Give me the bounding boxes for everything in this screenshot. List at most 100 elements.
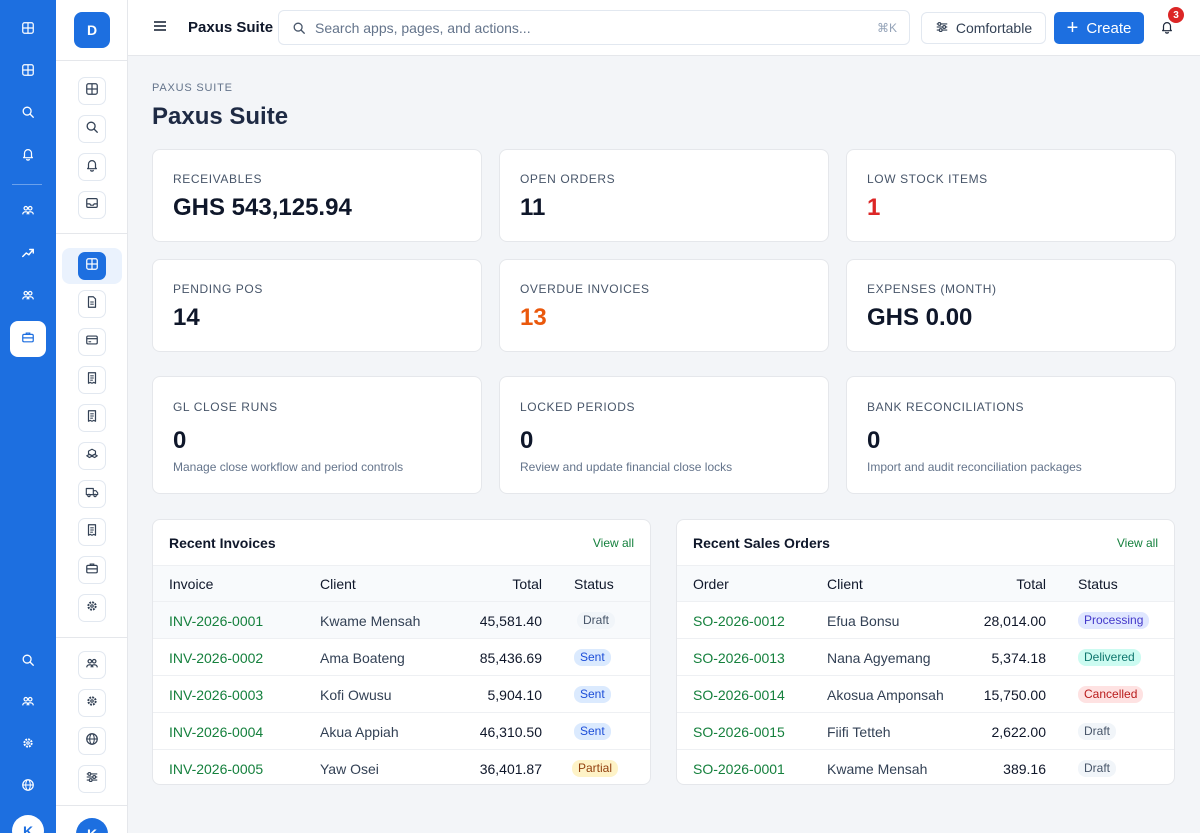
module-sidebar: D K <box>56 0 128 833</box>
rail-contacts-button[interactable] <box>10 194 46 230</box>
rail-bottom-users-button[interactable] <box>10 685 46 721</box>
order-id-link[interactable]: SO-2026-0015 <box>693 724 785 740</box>
column-header[interactable]: Total <box>1016 576 1046 592</box>
view-all-invoices-link[interactable]: View all <box>592 536 634 550</box>
sidebar-item-bills[interactable] <box>78 366 106 394</box>
total-amount: 36,401.87 <box>479 761 542 777</box>
view-all-orders-link[interactable]: View all <box>1116 536 1158 550</box>
rail-dashboard-button[interactable] <box>10 12 46 48</box>
kpi-card-locked-periods[interactable]: LOCKED PERIODS 0 Review and update finan… <box>499 376 829 494</box>
receipt-icon <box>85 523 99 542</box>
sidebar-item-display-settings[interactable] <box>78 765 106 793</box>
sidebar-item-preferences[interactable] <box>78 689 106 717</box>
sidebar-item-team[interactable] <box>78 651 106 679</box>
sidebar-item-search[interactable] <box>78 115 106 143</box>
kpi-card-receivables[interactable]: RECEIVABLES GHS 543,125.94 <box>152 149 482 242</box>
kpi-description: Import and audit reconciliation packages <box>867 460 1082 474</box>
kpi-card-open-orders[interactable]: OPEN ORDERS 11 <box>499 149 829 242</box>
column-header[interactable]: Status <box>1078 576 1118 592</box>
table-row[interactable]: INV-2026-0002 Ama Boateng 85,436.69 Sent <box>153 639 650 676</box>
kpi-card-pending-pos[interactable]: PENDING POS 14 <box>152 259 482 352</box>
search-icon <box>21 653 35 672</box>
inbox-icon <box>85 196 99 215</box>
order-id-link[interactable]: SO-2026-0014 <box>693 687 785 703</box>
invoice-id-link[interactable]: INV-2026-0005 <box>169 761 264 777</box>
table-row[interactable]: SO-2026-0012 Efua Bonsu 28,014.00 Proces… <box>677 602 1174 639</box>
search-icon <box>292 21 306 40</box>
sidebar-item-language[interactable] <box>78 727 106 755</box>
user-avatar[interactable]: K <box>12 815 44 833</box>
rail-search-button[interactable] <box>10 96 46 132</box>
sidebar-item-settings[interactable] <box>78 594 106 622</box>
client-name: Kwame Mensah <box>827 761 928 777</box>
kpi-card-overdue-invoices[interactable]: OVERDUE INVOICES 13 <box>499 259 829 352</box>
total-amount: 2,622.00 <box>991 724 1047 740</box>
order-id-link[interactable]: SO-2026-0001 <box>693 761 785 777</box>
create-button[interactable]: + Create <box>1054 12 1144 44</box>
table-row[interactable]: INV-2026-0001 Kwame Mensah 45,581.40 Dra… <box>153 602 650 639</box>
column-header[interactable]: Order <box>693 576 729 592</box>
table-row[interactable]: INV-2026-0004 Akua Appiah 46,310.50 Sent <box>153 713 650 750</box>
table-row[interactable]: INV-2026-0005 Yaw Osei 36,401.87 Partial <box>153 750 650 784</box>
search-icon <box>85 120 99 139</box>
table-row[interactable]: SO-2026-0014 Akosua Amponsah 15,750.00 C… <box>677 676 1174 713</box>
client-name: Akua Appiah <box>320 724 399 740</box>
notifications-button[interactable] <box>1160 20 1174 39</box>
sidebar-item-notifications[interactable] <box>78 153 106 181</box>
order-id-link[interactable]: SO-2026-0013 <box>693 650 785 666</box>
sliders-icon <box>85 770 99 789</box>
global-search[interactable]: ⌘K <box>278 10 910 45</box>
column-header[interactable]: Client <box>827 576 863 592</box>
search-input[interactable] <box>315 19 835 37</box>
sidebar-item-invoices[interactable] <box>78 290 106 318</box>
sidebar-item-shipping[interactable] <box>78 480 106 508</box>
kpi-card-expenses[interactable]: EXPENSES (MONTH) GHS 0.00 <box>846 259 1176 352</box>
menu-toggle-button[interactable] <box>150 18 170 38</box>
sidebar-item-ledger[interactable] <box>78 518 106 546</box>
kpi-value: 1 <box>867 194 881 221</box>
table-row[interactable]: SO-2026-0013 Nana Agyemang 5,374.18 Deli… <box>677 639 1174 676</box>
grid-icon <box>21 63 35 82</box>
status-badge: Draft <box>577 612 616 629</box>
sidebar-item-inventory[interactable] <box>78 442 106 470</box>
bell-icon <box>1160 21 1174 38</box>
invoice-id-link[interactable]: INV-2026-0001 <box>169 613 264 629</box>
column-header[interactable]: Status <box>574 576 614 592</box>
column-header[interactable]: Client <box>320 576 356 592</box>
sidebar-item-business[interactable] <box>78 556 106 584</box>
rail-team-button[interactable] <box>10 279 46 315</box>
rail-bottom-search-button[interactable] <box>10 644 46 680</box>
create-label: Create <box>1086 19 1132 37</box>
invoice-id-link[interactable]: INV-2026-0003 <box>169 687 264 703</box>
kpi-card-bank-reconciliations[interactable]: BANK RECONCILIATIONS 0 Import and audit … <box>846 376 1176 494</box>
table-row[interactable]: INV-2026-0003 Kofi Owusu 5,904.10 Sent <box>153 676 650 713</box>
sidebar-user-avatar[interactable]: K <box>76 818 108 833</box>
sidebar-item-overview[interactable] <box>78 77 106 105</box>
table-row[interactable]: SO-2026-0001 Kwame Mensah 389.16 Draft <box>677 750 1174 784</box>
invoice-id-link[interactable]: INV-2026-0002 <box>169 650 264 666</box>
order-id-link[interactable]: SO-2026-0012 <box>693 613 785 629</box>
rail-business-button[interactable] <box>10 321 46 357</box>
rail-apps-button[interactable] <box>10 54 46 90</box>
sidebar-item-inbox[interactable] <box>78 191 106 219</box>
bell-icon <box>21 147 35 166</box>
rail-sales-button[interactable] <box>10 237 46 273</box>
rail-language-button[interactable] <box>10 769 46 805</box>
workspace-logo[interactable]: D <box>74 12 110 48</box>
kpi-card-gl-close-runs[interactable]: GL CLOSE RUNS 0 Manage close workflow an… <box>152 376 482 494</box>
sidebar-item-reports[interactable] <box>78 404 106 432</box>
status-badge: Processing <box>1078 612 1150 629</box>
rail-settings-button[interactable] <box>10 727 46 763</box>
recent-sales-orders-panel: Recent Sales Orders View all Order Clien… <box>676 519 1175 785</box>
column-header[interactable]: Invoice <box>169 576 214 592</box>
kpi-description: Review and update financial close locks <box>520 460 733 474</box>
sidebar-item-dashboard[interactable] <box>78 252 106 280</box>
grid-icon <box>21 21 35 40</box>
column-header[interactable]: Total <box>512 576 542 592</box>
rail-notifications-button[interactable] <box>10 138 46 174</box>
sidebar-item-payments[interactable] <box>78 328 106 356</box>
invoice-id-link[interactable]: INV-2026-0004 <box>169 724 264 740</box>
density-toggle-button[interactable]: Comfortable <box>921 12 1046 44</box>
kpi-card-low-stock[interactable]: LOW STOCK ITEMS 1 <box>846 149 1176 242</box>
table-row[interactable]: SO-2026-0015 Fiifi Tetteh 2,622.00 Draft <box>677 713 1174 750</box>
